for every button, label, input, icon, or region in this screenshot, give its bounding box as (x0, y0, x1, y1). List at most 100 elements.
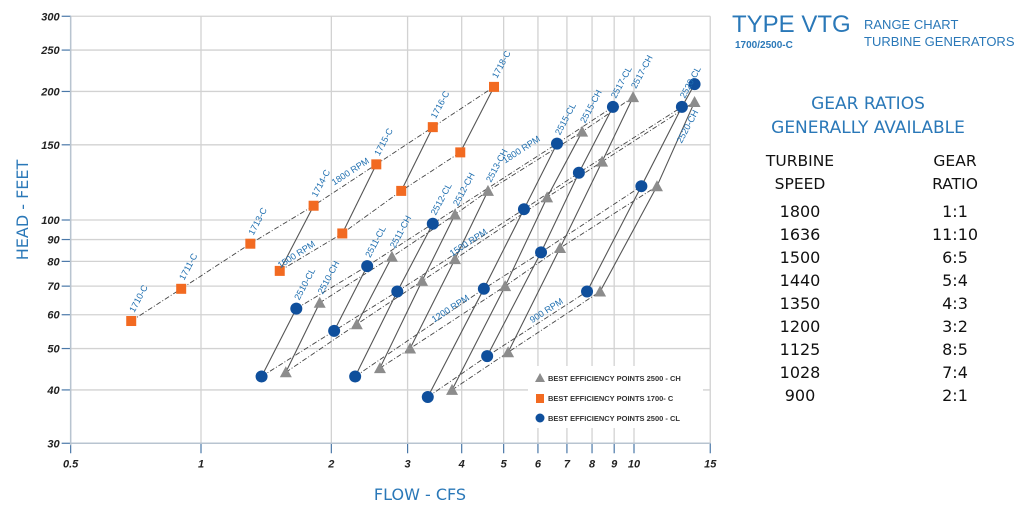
legend-square-icon (536, 394, 544, 403)
gear-ratio-cell: 11:10 (931, 225, 979, 244)
point-2510-CL (255, 370, 268, 383)
speed-line-2500-CL-1500 (261, 106, 683, 377)
chart-caption-line1: RANGE CHART (864, 17, 959, 32)
x-tick-label: 10 (628, 458, 641, 470)
turbine-speed-cell: 1636 (779, 225, 821, 244)
point-1715-C (337, 228, 348, 239)
speed-line-2500-CL-1800 (296, 106, 614, 310)
point-2515-CH (541, 191, 554, 203)
model-line-2517-CH (507, 96, 634, 353)
y-tick-label: 150 (41, 140, 60, 152)
point-1716-C (427, 122, 438, 133)
x-tick-label: 3 (405, 458, 411, 470)
turbine-speed-cell: 1200 (779, 317, 821, 336)
y-tick-label: 50 (47, 344, 60, 356)
point-2517-CH (502, 346, 515, 358)
model-label: 1714-C (310, 167, 333, 198)
point-2515-CH (576, 125, 589, 137)
turbine-speed-cell: 1500 (779, 248, 821, 267)
legend: BEST EFFICIENCY POINTS 2500 - CH BEST EFF… (528, 366, 703, 428)
x-tick-label: 9 (611, 458, 618, 470)
point-2512-CL (391, 285, 404, 298)
point-2510-CH (279, 366, 292, 378)
model-label: 1710-C (127, 283, 150, 314)
product-title: TYPE VTG (732, 11, 851, 38)
point-2515-CH (499, 280, 512, 292)
header-line: TURBINE (765, 152, 835, 170)
gear-ratio-cell: 2:1 (942, 386, 968, 405)
point-1718-C (489, 81, 500, 92)
model-label: 2515-CL (553, 101, 578, 136)
point-2517-CH (596, 155, 609, 167)
point-2512-CH (448, 208, 461, 220)
turbine-speed-cell: 1440 (779, 271, 821, 290)
point-2517-CL (606, 100, 619, 113)
header-line: SPEED (774, 175, 826, 193)
model-label: 2511-CL (363, 224, 388, 259)
model-line-2520-CL (586, 83, 696, 292)
model-line-1718-C (459, 86, 495, 153)
model-label: 2515-CH (578, 88, 604, 125)
point-1713-C (245, 238, 256, 249)
legend-label: BEST EFFICIENCY POINTS 2500 - CH (548, 374, 681, 383)
x-tick-label: 5 (501, 458, 508, 470)
y-tick-label: 300 (41, 11, 60, 23)
point-2513-CH (404, 342, 417, 354)
point-2513-CH (448, 253, 461, 265)
model-line-2511-CH (356, 256, 393, 325)
legend-label: BEST EFFICIENCY POINTS 1700- C (548, 394, 674, 403)
gear-ratio-column: GEAR RATIO 1:1 11:10 6:5 5:4 4:3 3:2 8:5 7:4 2:1 (890, 150, 1020, 407)
model-line-1715-C (341, 164, 377, 234)
column-header: GEAR RATIO (890, 150, 1020, 200)
gear-ratio-cell: 4:3 (942, 294, 968, 313)
model-label: 1716-C (429, 89, 452, 120)
data-points (126, 78, 701, 404)
point-1714-C (274, 265, 285, 276)
speed-line-2500-CH-1800 (319, 96, 634, 304)
speed-line-2500-CH-1200 (379, 185, 658, 369)
point-labels: 1710-C 1711-C 1713-C 1714-C 1715-C 1716-C 1718… (127, 49, 703, 325)
point-2520-CH (650, 180, 663, 192)
model-label: 1713-C (246, 205, 269, 236)
model-label: 2512-CL (429, 182, 454, 217)
point-2520-CL (635, 180, 648, 193)
x-tick-label: 8 (589, 458, 596, 470)
speed-line-1700-C-1500 (279, 152, 461, 272)
rpm-label: 1500 RPM (276, 239, 317, 271)
y-tick-label: 70 (47, 281, 60, 293)
model-line-2511-CL (333, 265, 368, 332)
header-line: RATIO (932, 175, 978, 193)
point-1718-C (455, 147, 466, 158)
point-2517-CL (481, 350, 494, 363)
x-axis-title: FLOW - CFS (374, 485, 466, 504)
rpm-label: 1800 RPM (501, 134, 542, 166)
point-1710-C (126, 316, 137, 327)
gear-title-line1: GEAR RATIOS (811, 94, 925, 114)
point-2517-CH (554, 241, 567, 253)
axes: 30 40 50 60 70 80 90 100 150 200 250 300 0.5 1 2 3 4 5 6 7 8… (40, 11, 717, 470)
turbine-speed-cell: 900 (784, 386, 816, 405)
x-tick-label: 0.5 (63, 458, 79, 470)
gear-ratio-cell: 3:2 (942, 317, 968, 336)
point-2511-CL (361, 260, 374, 273)
chart-caption-line2: TURBINE GENERATORS (864, 34, 1015, 49)
point-2517-CL (535, 246, 548, 259)
x-tick-label: 2 (327, 458, 334, 470)
model-line-1714-C (279, 205, 315, 272)
turbine-speed-column: TURBINE SPEED 1800 1636 1500 1440 1350 1200 11… (735, 150, 865, 407)
header-line: GEAR (933, 152, 977, 170)
point-2511-CL (328, 324, 341, 337)
model-label: 2510-CH (316, 259, 342, 296)
y-tick-label: 40 (46, 385, 60, 397)
gear-ratio-cell: 5:4 (942, 271, 968, 290)
point-2515-CL (421, 391, 434, 404)
x-tick-label: 6 (535, 458, 542, 470)
model-label: 2510-CL (292, 266, 317, 301)
gear-title-line2: GENERALLY AVAILABLE (771, 118, 965, 138)
model-line-2510-CL (261, 308, 297, 377)
point-2520-CL (581, 285, 594, 298)
point-2515-CH (446, 383, 459, 395)
y-tick-label: 30 (47, 438, 60, 450)
legend-triangle-icon (535, 373, 545, 382)
